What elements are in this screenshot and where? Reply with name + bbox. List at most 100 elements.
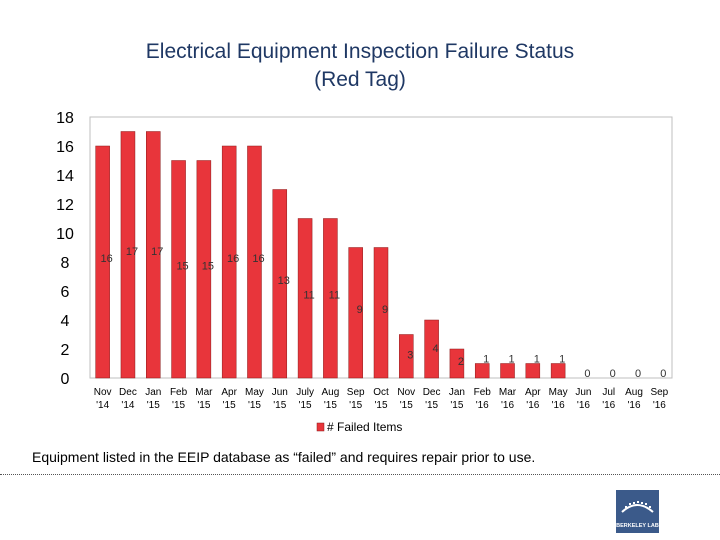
data-label: 1 xyxy=(483,354,489,366)
data-label: 16 xyxy=(252,253,264,265)
x-tick-label-year: '16 xyxy=(552,400,565,411)
svg-text:BERKELEY LAB: BERKELEY LAB xyxy=(616,523,659,529)
bar xyxy=(500,363,515,379)
x-tick-label-month: July xyxy=(296,387,314,398)
y-tick-label: 6 xyxy=(61,284,70,301)
x-tick-label-month: May xyxy=(245,387,264,398)
x-tick-label-month: Jan xyxy=(145,387,161,398)
x-tick-label-month: Feb xyxy=(170,387,188,398)
x-tick-label-year: '15 xyxy=(450,400,463,411)
data-label: 1 xyxy=(534,354,540,366)
y-tick-label: 4 xyxy=(61,313,70,330)
bar xyxy=(120,131,136,379)
bar xyxy=(449,348,465,379)
data-label: 1 xyxy=(559,354,565,366)
y-tick-label: 2 xyxy=(61,342,70,359)
x-tick-label-year: '16 xyxy=(476,400,489,411)
x-tick-label-month: Nov xyxy=(397,387,415,398)
x-tick-label-year: '15 xyxy=(197,400,210,411)
data-label: 13 xyxy=(278,275,290,287)
bar xyxy=(146,131,161,379)
bar xyxy=(323,218,338,379)
bar xyxy=(297,218,313,379)
data-label: 1 xyxy=(508,354,514,366)
footer-divider xyxy=(0,474,720,475)
legend-swatch xyxy=(316,422,325,432)
caption-text: Equipment listed in the EEIP database as… xyxy=(32,449,536,465)
x-tick-label-month: May xyxy=(549,387,568,398)
y-tick-label: 18 xyxy=(56,110,74,127)
x-tick-label-year: '15 xyxy=(273,400,286,411)
x-tick-label-year: '15 xyxy=(299,400,312,411)
x-tick-label-month: Apr xyxy=(221,387,237,398)
x-tick-label-year: '16 xyxy=(577,400,590,411)
bar xyxy=(550,363,566,379)
data-label: 17 xyxy=(126,246,138,258)
x-tick-label-month: Dec xyxy=(423,387,441,398)
data-label: 0 xyxy=(584,368,590,380)
bar xyxy=(171,160,186,379)
y-tick-label: 12 xyxy=(56,197,74,214)
bar xyxy=(272,189,288,379)
bar xyxy=(474,363,490,379)
x-tick-label-year: '15 xyxy=(374,400,387,411)
bar-chart: 02468101214161816Nov'1417Dec'1417Jan'151… xyxy=(56,110,673,434)
data-label: 4 xyxy=(433,343,439,355)
y-tick-label: 0 xyxy=(61,371,70,388)
data-label: 0 xyxy=(635,368,641,380)
x-tick-label-year: '15 xyxy=(324,400,337,411)
legend-label: # Failed Items xyxy=(327,420,402,434)
x-tick-label-year: '15 xyxy=(349,400,362,411)
bar xyxy=(221,145,237,379)
bar xyxy=(95,145,110,379)
x-tick-label-year: '15 xyxy=(223,400,236,411)
data-label: 15 xyxy=(176,260,188,272)
x-tick-label-month: Aug xyxy=(625,387,643,398)
data-label: 0 xyxy=(660,368,666,380)
x-tick-label-month: Nov xyxy=(94,387,112,398)
x-tick-label-year: '16 xyxy=(653,400,666,411)
x-tick-label-year: '16 xyxy=(526,400,539,411)
data-label: 16 xyxy=(101,253,113,265)
x-tick-label-month: Mar xyxy=(499,387,517,398)
x-tick-label-month: Jul xyxy=(602,387,615,398)
x-tick-label-year: '16 xyxy=(602,400,615,411)
bar xyxy=(196,160,212,379)
x-tick-label-month: Jan xyxy=(449,387,465,398)
chart-title-line2: (Red Tag) xyxy=(314,68,406,91)
data-label: 3 xyxy=(407,349,413,361)
data-label: 17 xyxy=(151,246,163,258)
x-tick-label-year: '16 xyxy=(628,400,641,411)
x-tick-label-month: Dec xyxy=(119,387,137,398)
x-tick-label-month: Jun xyxy=(575,387,591,398)
y-tick-label: 16 xyxy=(56,139,74,156)
x-tick-label-year: '16 xyxy=(501,400,514,411)
bar xyxy=(399,334,414,379)
x-tick-label-month: Jun xyxy=(272,387,288,398)
x-tick-label-month: Feb xyxy=(474,387,492,398)
berkeley-lab-logo: BERKELEY LAB xyxy=(616,490,659,533)
data-label: 2 xyxy=(458,356,464,368)
data-label: 0 xyxy=(610,368,616,380)
data-label: 16 xyxy=(227,253,239,265)
data-label: 15 xyxy=(202,260,214,272)
x-tick-label-month: Oct xyxy=(373,387,389,398)
bar xyxy=(424,319,439,379)
data-label: 9 xyxy=(357,304,363,316)
y-tick-label: 8 xyxy=(61,255,70,272)
chart-title-line1: Electrical Equipment Inspection Failure … xyxy=(145,40,575,63)
x-tick-label-year: '15 xyxy=(172,400,185,411)
bar xyxy=(247,145,262,379)
bar xyxy=(373,247,389,379)
bar xyxy=(525,363,541,379)
x-tick-label-month: Sep xyxy=(347,387,365,398)
x-tick-label-year: '15 xyxy=(147,400,160,411)
x-tick-label-year: '15 xyxy=(400,400,413,411)
x-tick-label-month: Apr xyxy=(525,387,541,398)
bar xyxy=(348,247,363,379)
chart-title: Electrical Equipment Inspection Failure … xyxy=(0,38,720,94)
y-tick-label: 10 xyxy=(56,226,74,243)
x-tick-label-year: '15 xyxy=(248,400,261,411)
x-tick-label-month: Mar xyxy=(195,387,213,398)
data-label: 11 xyxy=(329,289,340,301)
